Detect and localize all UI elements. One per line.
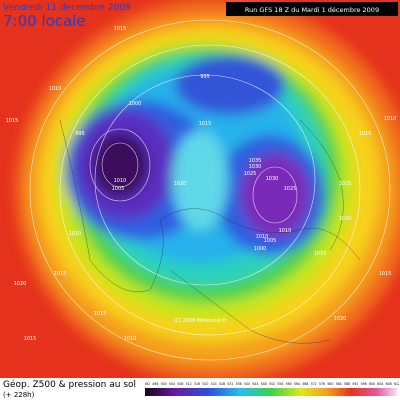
isobar-label: 1010: [256, 234, 269, 240]
isobar-labels: 1015101510151010995995100010051010101010…: [6, 26, 397, 342]
isobar-label: 1005: [264, 238, 277, 244]
scale-label: 496: [152, 382, 158, 386]
forecast-date: Vendredi 11 decembre 2009: [3, 3, 131, 13]
scale-label: 560: [286, 382, 292, 386]
isobar-label: 1025: [244, 171, 257, 177]
scale-label: 564: [294, 382, 300, 386]
scale-label: 612: [394, 382, 399, 386]
scale-label: 552: [269, 382, 275, 386]
isobar-label: 1000: [129, 101, 142, 107]
scale-label: 600: [369, 382, 375, 386]
isobar-label: 1020: [14, 281, 27, 287]
scale-label: 584: [336, 382, 342, 386]
isobar-label: 1010: [69, 231, 82, 237]
run-info: Run GFS 18 Z du Mardi 1 décembre 2009: [245, 6, 379, 14]
scale-label: 516: [194, 382, 200, 386]
scale-label: 508: [177, 382, 183, 386]
isobar-label: 1030: [249, 164, 262, 170]
lead-time: (+ 228h): [3, 391, 35, 399]
isobar-label: 1010: [49, 86, 62, 92]
weather-map: 1015101510151010995995100010051010101010…: [0, 0, 400, 378]
scale-label: 492: [145, 382, 150, 386]
isobar-label: 995: [200, 74, 210, 80]
isobar-label: 1015: [379, 271, 392, 277]
scale-label: 520: [202, 382, 208, 386]
scale-label: 540: [244, 382, 250, 386]
scale-label: 504: [169, 382, 175, 386]
isobar-label: 1015: [114, 26, 127, 32]
isobar-label: 1005: [112, 186, 125, 192]
scale-label: 608: [386, 382, 392, 386]
isobar-label: 1020: [339, 216, 352, 222]
scale-label: 512: [186, 382, 192, 386]
scale-label: 572: [311, 382, 317, 386]
geopotential-field: [15, 0, 400, 378]
isobar-label: 1010: [114, 178, 127, 184]
scale-label: 596: [361, 382, 367, 386]
scale-label: 556: [277, 382, 283, 386]
isobar-label: 1015: [6, 118, 19, 124]
isobar-lines: [29, 19, 391, 361]
run-box: [226, 2, 398, 16]
forecast-time: 7:00 locale: [3, 12, 86, 30]
isobar-label: 1010: [124, 336, 137, 342]
scale-label: 536: [236, 382, 242, 386]
scale-label: 592: [352, 382, 358, 386]
isobar-label: 1010: [384, 116, 397, 122]
scale-bar: [145, 388, 397, 396]
isobar-label: 1015: [94, 311, 107, 317]
scale-label: 576: [319, 382, 325, 386]
isobar-label: 1015: [54, 271, 67, 277]
isobar-label: 1030: [266, 176, 279, 182]
isobar-label: 1020: [174, 181, 187, 187]
isobar-label: 1015: [24, 336, 37, 342]
color-scale: 4924965005045085125165205245285325365405…: [145, 382, 399, 396]
scale-label: 580: [327, 382, 333, 386]
coastlines: [59, 119, 361, 344]
isobar-label: 1015: [359, 131, 372, 137]
scale-label: 500: [161, 382, 167, 386]
isobar-label: 1000: [254, 246, 267, 252]
isobar-label: 1010: [314, 251, 327, 257]
isobar-label: 1020: [334, 316, 347, 322]
scale-label: 532: [227, 382, 233, 386]
scale-label: 548: [261, 382, 267, 386]
scale-label: 544: [252, 382, 258, 386]
isobar-label: 1025: [339, 181, 352, 187]
scale-label: 604: [377, 382, 383, 386]
isobar-label: 1025: [284, 186, 297, 192]
map-title: Géop. Z500 & pression au sol: [3, 380, 137, 390]
footer: Géop. Z500 & pression au sol (+ 228h) 49…: [0, 378, 400, 400]
credit: (C) 2008 Meteociel.fr: [174, 318, 228, 324]
isobar-label: 1010: [279, 228, 292, 234]
scale-label: 568: [302, 382, 308, 386]
isobar-label: 1015: [199, 121, 212, 127]
scale-label: 588: [344, 382, 350, 386]
isobar-label: 1035: [249, 158, 262, 164]
scale-label: 528: [219, 382, 225, 386]
isobar-label: 995: [75, 131, 85, 137]
scale-label: 524: [211, 382, 217, 386]
